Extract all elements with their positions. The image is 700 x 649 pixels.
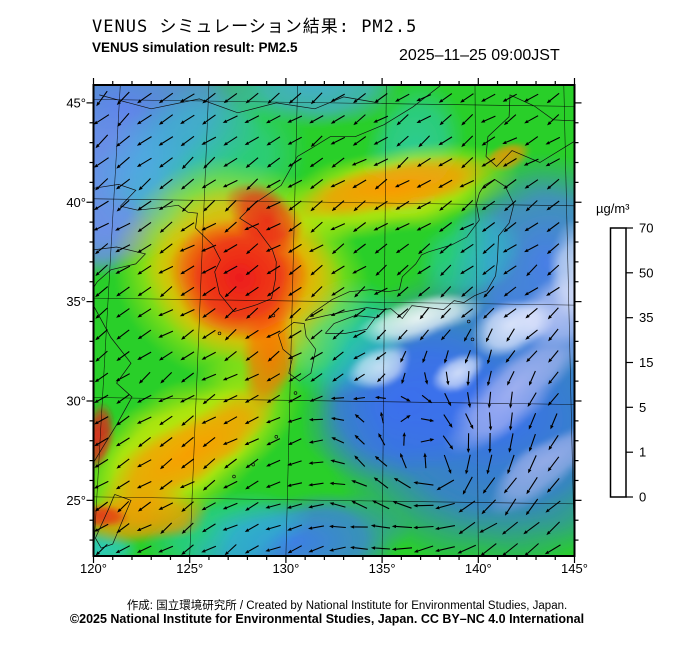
license-line: ©2025 National Institute for Environment… [69,612,585,626]
colorbar-tick-label: 70 [639,221,653,236]
lat-axis-label: 30° [66,394,86,409]
lat-axis-label: 35° [66,294,86,309]
page-title-japanese: VENUS シミュレーション結果: PM2.5 [92,17,418,37]
map-plot-area [93,85,575,556]
lon-axis-label: 130° [272,561,299,576]
axis-labels: 120° 125° 130° 135° 140° 145° 45° 40° 35° 30° 25° [66,95,588,576]
colorbar-tick-label: 35 [639,310,653,325]
colorbar-tick-label: 15 [639,355,653,370]
colorbar-tick-label: 1 [639,445,646,460]
lat-axis-label: 45° [66,95,86,110]
lon-axis-label: 125° [176,561,203,576]
simulation-timestamp: 2025–11–25 09:00JST [399,47,560,64]
coastlines [93,85,575,549]
lat-axis-label: 25° [66,493,86,508]
lon-axis-label: 120° [80,561,107,576]
map-frame [92,84,576,557]
lon-axis-label: 135° [369,561,396,576]
colorbar-unit-label: µg/m³ [596,201,630,216]
wind-arrows [93,90,561,556]
lat-axis-label: 40° [66,195,86,210]
graticule [93,85,575,556]
colorbar-tick-label: 0 [639,490,646,505]
lon-axis-label: 140° [465,561,492,576]
colorbar-tick-label: 50 [639,265,653,280]
lon-axis-label: 145° [561,561,588,576]
colorbar-tick-label: 5 [639,400,646,415]
credit-line: 作成: 国立環境研究所 / Created by National Instit… [126,600,568,612]
concentration-field [93,85,575,556]
axis-ticks [86,78,582,563]
page-title-english: VENUS simulation result: PM2.5 [92,40,298,55]
